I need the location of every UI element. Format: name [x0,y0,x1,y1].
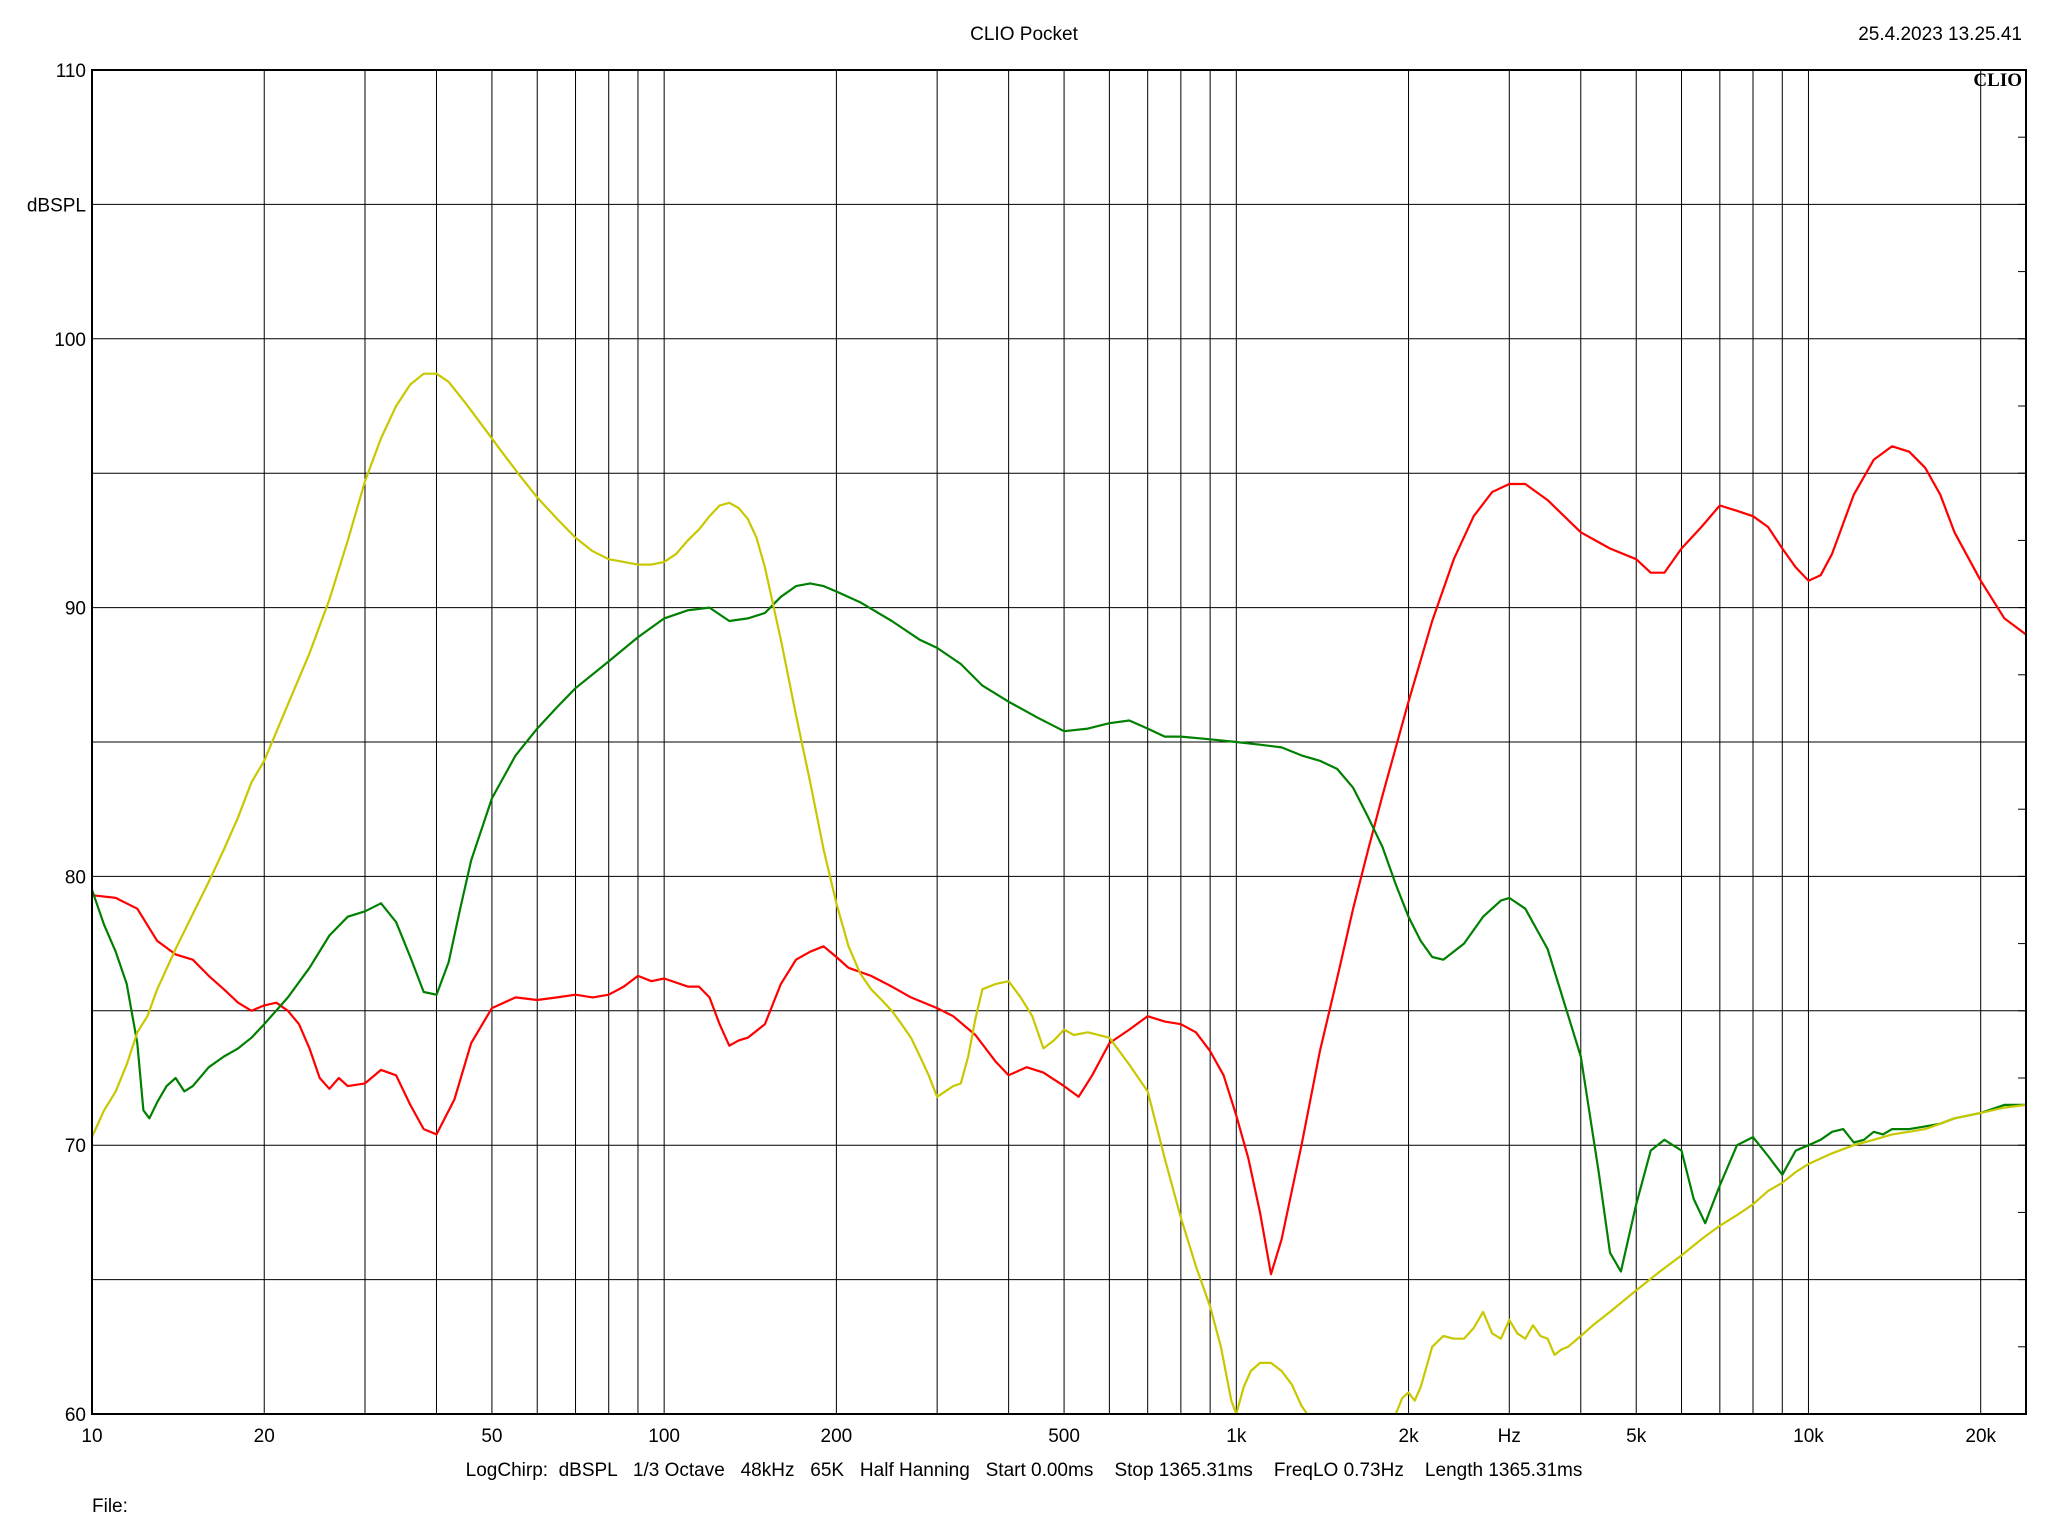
x-axis-unit-label: Hz [1498,1426,1521,1447]
series-line-3 [92,372,2026,1414]
y-axis-unit-label: dBSPL [27,195,86,216]
x-tick-label: 10k [1793,1426,1824,1447]
x-tick-label: 100 [648,1426,680,1447]
series-lines [92,372,2026,1414]
series-line-2 [92,582,2026,1273]
y-tick-label: 110 [56,61,86,82]
y-tick-label: 70 [65,1136,86,1157]
x-tick-label: 50 [481,1426,502,1447]
x-tick-label: 20k [1965,1426,1996,1447]
plot-frame [91,69,2027,1415]
measurement-settings: LogChirp: dBSPL 1/3 Octave 48kHz 65K Hal… [465,1460,1583,1481]
axis-ticks: 10 20 50 100 200 500 1k 2k 5k 10k 20k Hz 60 70 80 90 100… [27,61,2026,1447]
x-tick-label: 2k [1399,1426,1420,1447]
chart-title: CLIO Pocket [970,24,1078,45]
x-tick-label: 20 [254,1426,275,1447]
x-tick-label: 200 [821,1426,853,1447]
x-tick-label: 500 [1048,1426,1080,1447]
grid [91,69,2026,1415]
x-tick-label: 5k [1626,1426,1647,1447]
x-tick-label: 10 [81,1426,102,1447]
clio-logo: CLIO [1973,70,2022,91]
series-line-1 [92,445,2026,1276]
y-tick-label: 90 [65,599,86,620]
y-tick-label: 80 [65,867,86,888]
file-label: File: [92,1496,128,1517]
y-tick-label: 100 [54,330,86,351]
y-tick-label: 60 [65,1405,86,1426]
timestamp: 25.4.2023 13.25.41 [1858,24,2022,45]
x-tick-label: 1k [1226,1426,1247,1447]
